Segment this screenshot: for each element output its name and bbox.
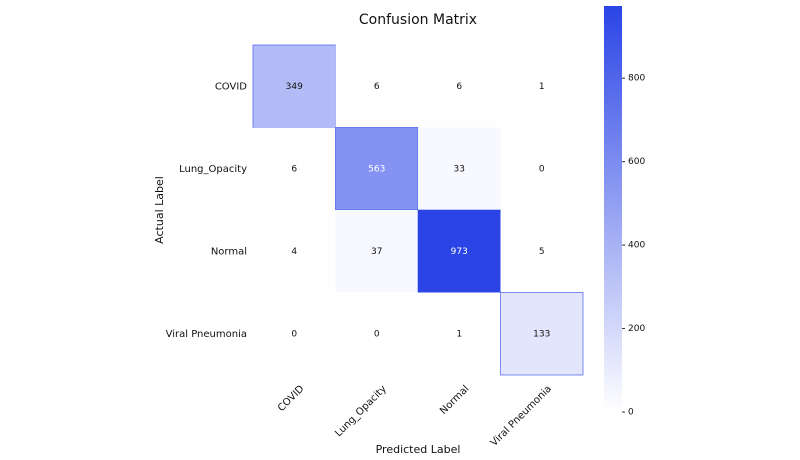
colorbar-tick-label: 0 [628, 408, 634, 418]
heatmap-cell [500, 127, 583, 210]
heatmap-cell [335, 210, 418, 293]
cell-label: 1 [539, 82, 545, 92]
heatmap-cell [500, 210, 583, 293]
cell-label: 4 [291, 247, 297, 257]
y-tick-label: Normal [211, 246, 247, 257]
cell-label: 5 [539, 247, 545, 257]
cell-label: 6 [374, 82, 380, 92]
cell-label: 0 [539, 164, 545, 174]
x-tick-label: Lung_Opacity [333, 383, 389, 439]
heatmap-cell [418, 292, 501, 375]
cell-label: 0 [291, 329, 297, 339]
x-axis-label: Predicted Label [376, 443, 461, 456]
colorbar-tick-label: 600 [628, 157, 645, 167]
cell-label: 1 [456, 329, 462, 339]
colorbar-tick-label: 200 [628, 324, 645, 334]
colorbar [604, 6, 622, 412]
y-tick-label: Lung_Opacity [179, 164, 247, 175]
cell-label: 973 [451, 247, 468, 257]
heatmap-cell [500, 292, 584, 376]
cell-label: 6 [456, 82, 462, 92]
heatmap-cell [335, 292, 418, 375]
cell-label: 37 [371, 247, 382, 257]
heatmap-cell [418, 127, 501, 210]
chart-title: Confusion Matrix [359, 12, 477, 28]
cell-label: 6 [291, 164, 297, 174]
y-tick-label: COVID [215, 81, 247, 92]
cell-label: 33 [454, 164, 465, 174]
heatmap-cell [417, 209, 501, 293]
cell-label: 133 [533, 329, 550, 339]
heatmap-cell [335, 127, 419, 211]
colorbar-tick-label: 800 [628, 74, 645, 84]
heatmap-cell [253, 292, 336, 375]
cell-label: 563 [368, 164, 385, 174]
cell-label: 0 [374, 329, 380, 339]
heatmap-cell [335, 45, 418, 128]
x-tick-label: Viral Pneumonia [489, 383, 554, 448]
x-tick-label: Normal [438, 383, 471, 416]
x-tick-label: COVID [276, 383, 307, 414]
y-axis-label: Actual Label [153, 176, 166, 244]
heatmap-cell [253, 210, 336, 293]
colorbar-tick-label: 400 [628, 241, 645, 251]
y-tick-label: Viral Pneumonia [166, 329, 247, 340]
heatmap-cell [500, 45, 583, 128]
heatmap-cell [252, 44, 336, 128]
cell-label: 349 [286, 82, 303, 92]
heatmap-cell [253, 127, 336, 210]
heatmap-cell [418, 45, 501, 128]
